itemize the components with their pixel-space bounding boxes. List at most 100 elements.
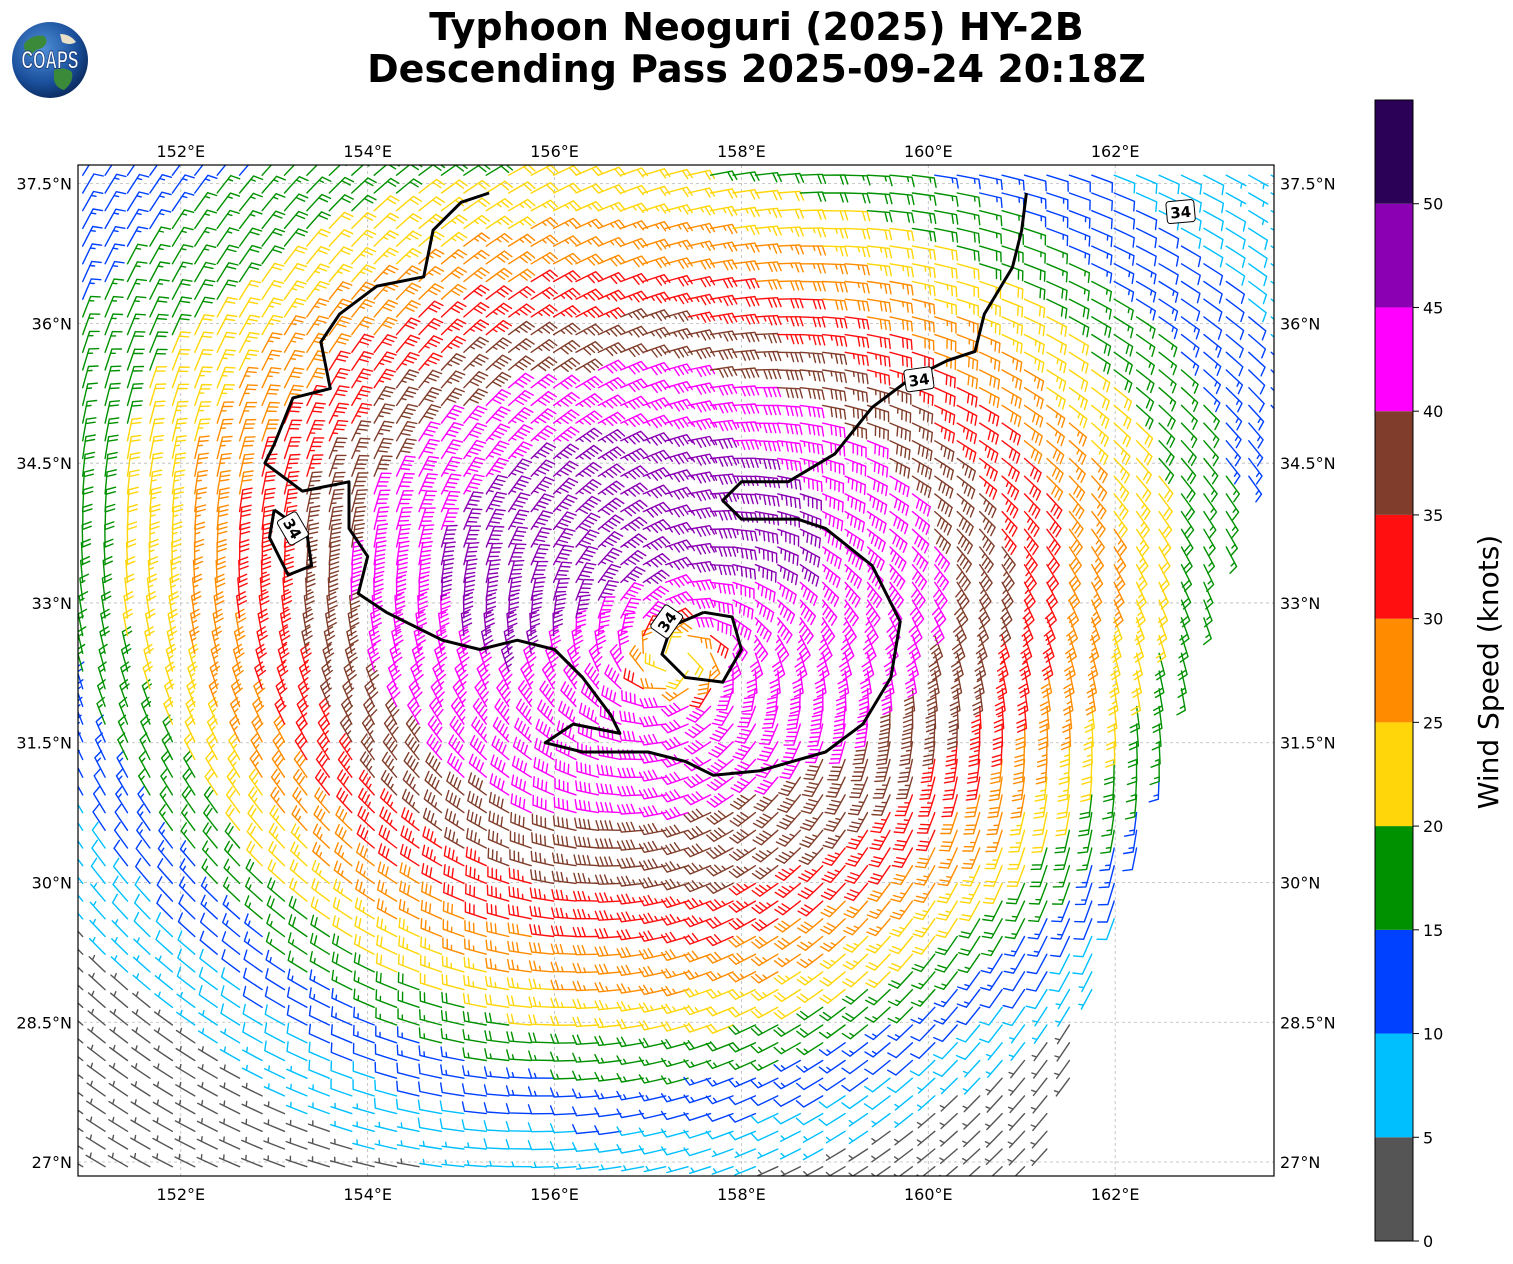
- wind-barb: [375, 989, 398, 1008]
- wind-barb: [754, 172, 782, 183]
- wind-barb: [290, 823, 308, 849]
- wind-barb: [529, 905, 555, 920]
- wind-barb: [753, 794, 779, 812]
- wind-barb: [773, 1059, 801, 1072]
- wind-barb: [709, 366, 738, 378]
- wind-barb: [956, 564, 971, 591]
- wind-barb: [1078, 811, 1093, 837]
- wind-barb: [706, 793, 734, 808]
- wind-barb: [894, 1112, 914, 1128]
- wind-barb: [395, 300, 421, 318]
- wind-barb: [178, 894, 196, 920]
- wind-barb: [349, 591, 361, 619]
- wind-barb: [620, 255, 649, 268]
- wind-barb: [991, 741, 1003, 768]
- wind-barb: [660, 878, 689, 891]
- wind-barb: [358, 787, 375, 814]
- wind-barb: [330, 1138, 353, 1150]
- wind-barb: [552, 528, 576, 548]
- wind-barb: [552, 494, 578, 513]
- wind-barb: [440, 179, 468, 194]
- wind-barb: [136, 803, 151, 831]
- wind-barb: [620, 549, 647, 566]
- wind-barb: [446, 771, 465, 796]
- wind-barb: [351, 437, 371, 460]
- wind-barb: [171, 538, 182, 566]
- wind-barb: [130, 1081, 151, 1097]
- wind-barb: [852, 741, 869, 765]
- wind-barb: [705, 1041, 734, 1052]
- wind-barb: [1023, 457, 1042, 483]
- wind-barb: [246, 822, 263, 849]
- wind-barb: [376, 916, 398, 938]
- wind-barb: [575, 461, 602, 477]
- wind-barb: [85, 1134, 106, 1150]
- lon-tick-label-bottom: 160°E: [904, 1185, 953, 1204]
- lat-tick-label-right: 31.5°N: [1280, 734, 1336, 753]
- wind-barb: [844, 298, 870, 312]
- wind-barb: [160, 768, 174, 796]
- wind-barb: [1135, 404, 1154, 430]
- wind-barb: [661, 896, 689, 909]
- wind-barb: [238, 332, 260, 353]
- wind-barb: [483, 1138, 510, 1150]
- wind-barb: [149, 331, 169, 353]
- wind-barb: [171, 279, 193, 300]
- wind-barb: [82, 382, 98, 407]
- lat-tick-label-right: 33°N: [1280, 594, 1320, 613]
- wind-barb: [797, 882, 824, 900]
- wind-barb: [933, 581, 948, 609]
- wind-barb: [158, 804, 174, 831]
- wind-barb: [956, 510, 974, 537]
- wind-barb: [956, 316, 979, 335]
- wind-barb: [395, 213, 422, 230]
- wind-barb: [728, 1095, 757, 1106]
- wind-barb: [484, 993, 510, 1008]
- wind-barb: [245, 858, 263, 885]
- wind-barb: [1180, 457, 1197, 485]
- wind-barb: [802, 1130, 824, 1143]
- wind-barb: [171, 244, 194, 265]
- wind-barb: [183, 732, 196, 761]
- wind-barb: [575, 562, 597, 584]
- wind-barb: [665, 556, 693, 571]
- wind-barb: [508, 355, 535, 371]
- wind-barb: [82, 173, 104, 194]
- wind-barb: [328, 556, 340, 584]
- wind-barb: [1048, 971, 1071, 992]
- title-line-1: Typhoon Neoguri (2025) HY-2B: [429, 5, 1084, 49]
- title-line-2: Descending Pass 2025-09-24 20:18Z: [367, 47, 1146, 91]
- wind-barb: [909, 599, 925, 627]
- wind-barb: [956, 351, 979, 371]
- wind-barb: [872, 776, 891, 799]
- wind-barb: [374, 1139, 398, 1150]
- wind-barb: [709, 312, 738, 324]
- wind-barb: [261, 165, 273, 176]
- wind-barb: [575, 427, 603, 443]
- wind-barb: [732, 260, 760, 272]
- wind-barb: [194, 226, 217, 247]
- wind-barb: [1110, 652, 1121, 681]
- wind-barb: [261, 332, 283, 353]
- wind-barb: [432, 661, 447, 690]
- wind-barb: [418, 178, 446, 194]
- wind-barb: [984, 847, 1003, 870]
- wind-barb: [78, 948, 84, 955]
- wind-barb: [1083, 723, 1094, 751]
- wind-barb: [197, 1100, 218, 1115]
- wind-barb: [225, 804, 241, 831]
- wind-barb: [911, 387, 934, 406]
- wind-barb: [911, 935, 936, 955]
- wind-barb: [401, 788, 420, 814]
- wind-barb: [910, 1006, 936, 1025]
- wind-barb: [91, 821, 106, 849]
- wind-barb: [418, 541, 433, 566]
- wind-barb: [620, 360, 649, 375]
- wind-barb: [400, 825, 420, 849]
- wind-barb: [90, 857, 106, 885]
- wind-barb: [629, 645, 644, 672]
- colorbar-bin: [1375, 618, 1413, 723]
- wind-barb: [949, 688, 961, 716]
- wind-barb: [82, 469, 95, 495]
- wind-barb: [1014, 741, 1026, 768]
